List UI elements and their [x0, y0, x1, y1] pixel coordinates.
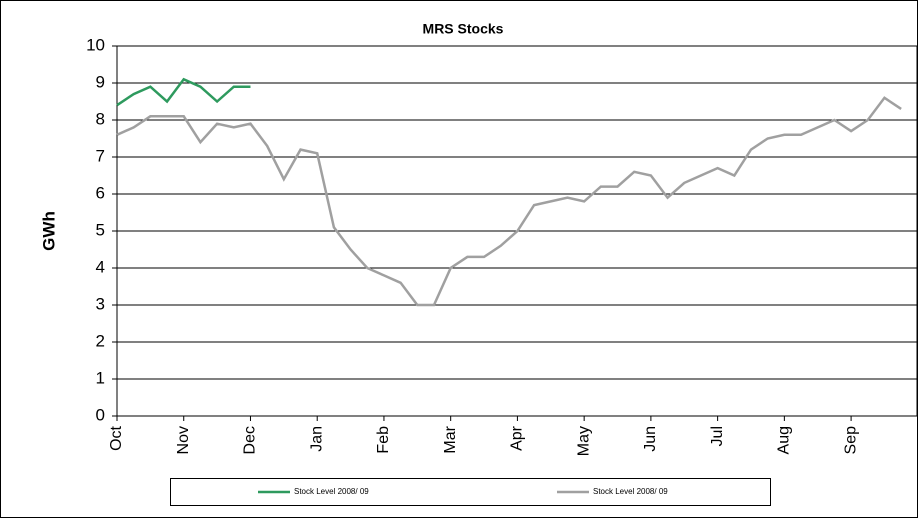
- y-tick-label: 1: [96, 368, 105, 387]
- line-series: [116, 77, 251, 107]
- x-tick-label: Mar: [442, 425, 459, 453]
- x-tick-label: Sep: [842, 426, 859, 455]
- line-series: [116, 96, 902, 307]
- x-tick-label: Oct: [108, 425, 125, 450]
- y-tick-label: 0: [96, 405, 105, 424]
- y-tick-label: 2: [96, 331, 105, 350]
- x-tick-label: Dec: [242, 426, 259, 454]
- x-tick-label: Jun: [642, 426, 659, 452]
- x-tick-label: Aug: [776, 426, 793, 454]
- y-axis-label: GWh: [39, 211, 58, 251]
- legend-label: Stock Level 2008/ 09: [294, 487, 369, 496]
- y-tick-label: 10: [86, 35, 105, 54]
- x-tick-label: Nov: [175, 426, 192, 454]
- y-tick-label: 5: [96, 220, 105, 239]
- x-tick-label: Jan: [308, 426, 325, 452]
- y-tick-label: 9: [96, 72, 105, 91]
- y-tick-label: 3: [96, 294, 105, 313]
- y-tick-label: 7: [96, 146, 105, 165]
- y-tick-label: 6: [96, 183, 105, 202]
- y-tick-label: 8: [96, 109, 105, 128]
- x-tick-label: Feb: [375, 426, 392, 454]
- legend-label: Stock Level 2008/ 09: [593, 487, 668, 496]
- x-tick-label: May: [575, 426, 592, 456]
- y-tick-label: 4: [96, 257, 105, 276]
- chart-title: MRS Stocks: [423, 21, 504, 37]
- x-tick-label: Apr: [509, 425, 526, 451]
- x-tick-label: Jul: [709, 426, 726, 446]
